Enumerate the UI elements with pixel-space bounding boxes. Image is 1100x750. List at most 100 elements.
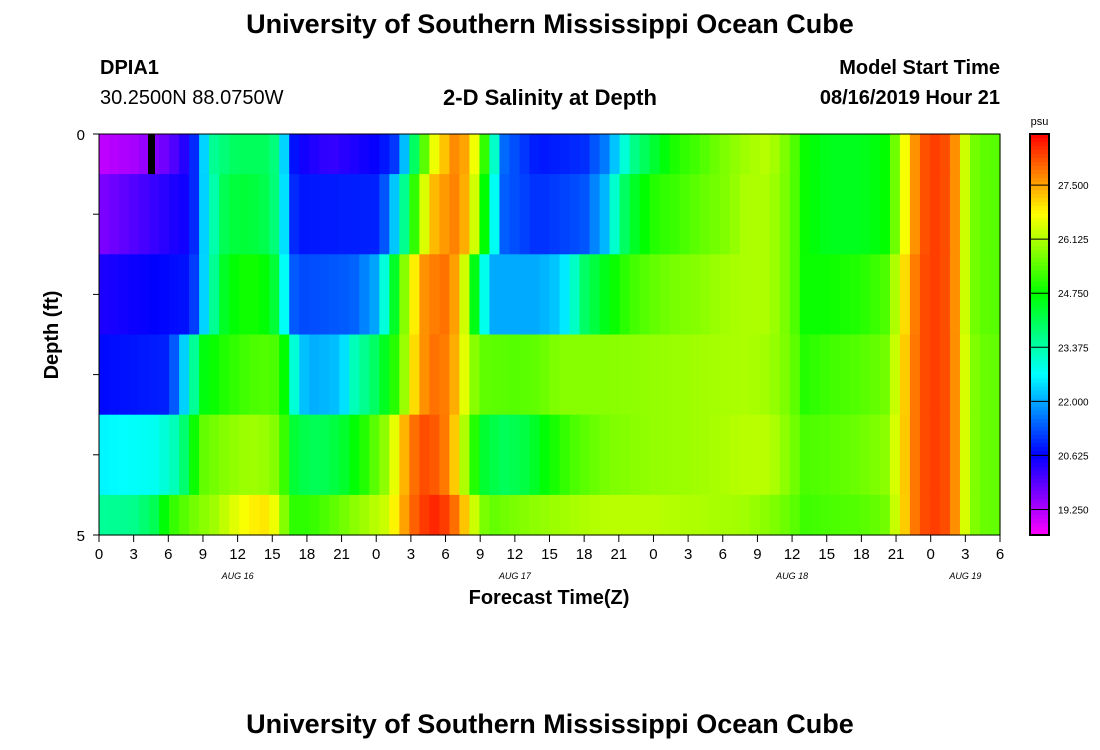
heatmap-cell: [799, 414, 811, 496]
heatmap-cell: [119, 334, 130, 416]
heatmap-cell: [219, 254, 230, 336]
heatmap-cell: [479, 414, 491, 496]
heatmap-cell: [779, 134, 791, 175]
heatmap-cell: [489, 334, 501, 416]
heatmap-cell: [129, 334, 140, 416]
heatmap-cell: [709, 134, 721, 175]
heatmap-cell: [489, 254, 501, 336]
heatmap-cell: [799, 334, 811, 416]
heatmap-cell: [129, 254, 140, 336]
colorbar-cell: [1030, 326, 1049, 332]
heatmap-cell: [769, 174, 781, 255]
colorbar-cell: [1030, 334, 1049, 340]
heatmap-cell: [599, 334, 611, 416]
heatmap-cell: [839, 414, 851, 496]
heatmap-cell: [319, 334, 330, 416]
heatmap-cell: [139, 174, 150, 255]
heatmap-cell: [549, 414, 561, 496]
heatmap-cell: [799, 494, 811, 536]
heatmap-cell: [189, 334, 200, 416]
colorbar-cell: [1030, 174, 1049, 179]
heatmap-cell: [539, 174, 551, 255]
colorbar-cell: [1030, 370, 1049, 376]
heatmap-cell: [629, 254, 641, 336]
heatmap-cell: [789, 494, 801, 536]
heatmap-cell: [929, 494, 941, 536]
heatmap-cell: [589, 174, 601, 255]
heatmap-cell: [349, 334, 360, 416]
heatmap-cell: [459, 254, 471, 336]
heatmap-cell: [529, 414, 541, 496]
colorbar-cell: [1030, 218, 1049, 223]
heatmap-cell: [709, 334, 721, 416]
heatmap-cell: [719, 494, 731, 536]
heatmap-cell: [319, 134, 330, 175]
heatmap-cell: [419, 254, 430, 336]
heatmap-cell: [909, 334, 921, 416]
colorbar-cell: [1030, 378, 1049, 384]
x-tick-label: 21: [888, 546, 905, 563]
colorbar-cell: [1030, 214, 1049, 219]
heatmap-cell: [789, 414, 801, 496]
heatmap-cell: [869, 414, 881, 496]
heatmap-cell: [519, 134, 531, 175]
heatmap-cell: [449, 334, 460, 416]
colorbar-label: 23.375: [1058, 343, 1089, 354]
heatmap-cell: [379, 174, 390, 255]
colorbar-cell: [1030, 150, 1049, 155]
heatmap-cell: [639, 134, 651, 175]
colorbar-cell: [1030, 274, 1049, 279]
colorbar-cell: [1030, 230, 1049, 235]
heatmap-cell: [919, 494, 931, 536]
x-tick-label: 3: [407, 546, 415, 563]
heatmap-cell: [409, 494, 420, 536]
heatmap-cell: [289, 494, 300, 536]
x-tick-label: 9: [199, 546, 207, 563]
x-tick-label: 9: [476, 546, 484, 563]
heatmap-cell: [489, 134, 501, 175]
heatmap-cell: [549, 494, 561, 536]
heatmap-cell: [749, 494, 761, 536]
heatmap-cell: [579, 334, 591, 416]
heatmap-cell: [389, 414, 400, 496]
x-tick-label: 0: [372, 546, 380, 563]
x-tick-label: 15: [818, 546, 835, 563]
heatmap-cell: [809, 174, 821, 255]
colorbar-label: 19.250: [1058, 505, 1089, 516]
heatmap-cell: [489, 494, 501, 536]
heatmap-cell: [679, 334, 691, 416]
x-tick-label: 0: [649, 546, 657, 563]
heatmap-cell: [579, 174, 591, 255]
heatmap-cell: [839, 134, 851, 175]
x-axis: 0 3 6 9 12 15 18 21 0 3 6 9 12 15 18 21 0 3 6 9 12 15 18 21 0 3 6 A…: [95, 534, 1004, 581]
colorbar-cell: [1030, 226, 1049, 231]
heatmap-cell: [199, 414, 210, 496]
heatmap-cell: [619, 414, 631, 496]
heatmap-cell: [899, 254, 911, 336]
heatmap-cell: [119, 134, 130, 175]
heatmap-cell: [739, 254, 751, 336]
heatmap-cell: [609, 134, 621, 175]
heatmap-cell: [749, 414, 761, 496]
heatmap-cells: [99, 134, 1001, 536]
heatmap-cell: [899, 134, 911, 175]
heatmap-cell: [919, 334, 931, 416]
heatmap-cell: [399, 254, 410, 336]
heatmap-cell: [819, 254, 831, 336]
heatmap-cell: [109, 414, 120, 496]
model-start-value: 08/16/2019 Hour 21: [819, 87, 1000, 109]
heatmap-cell: [489, 414, 501, 496]
heatmap-cell: [289, 174, 300, 255]
heatmap-cell: [799, 254, 811, 336]
heatmap-cell: [959, 494, 971, 536]
heatmap-cell: [139, 134, 150, 175]
heatmap-cell: [339, 134, 350, 175]
heatmap-cell: [839, 334, 851, 416]
heatmap-cell: [259, 254, 270, 336]
heatmap-cell: [949, 174, 961, 255]
heatmap-cell: [969, 174, 981, 255]
colorbar-label: 20.625: [1058, 451, 1089, 462]
heatmap-cell: [909, 414, 921, 496]
heatmap-cell: [599, 494, 611, 536]
heatmap-cell: [109, 494, 120, 536]
